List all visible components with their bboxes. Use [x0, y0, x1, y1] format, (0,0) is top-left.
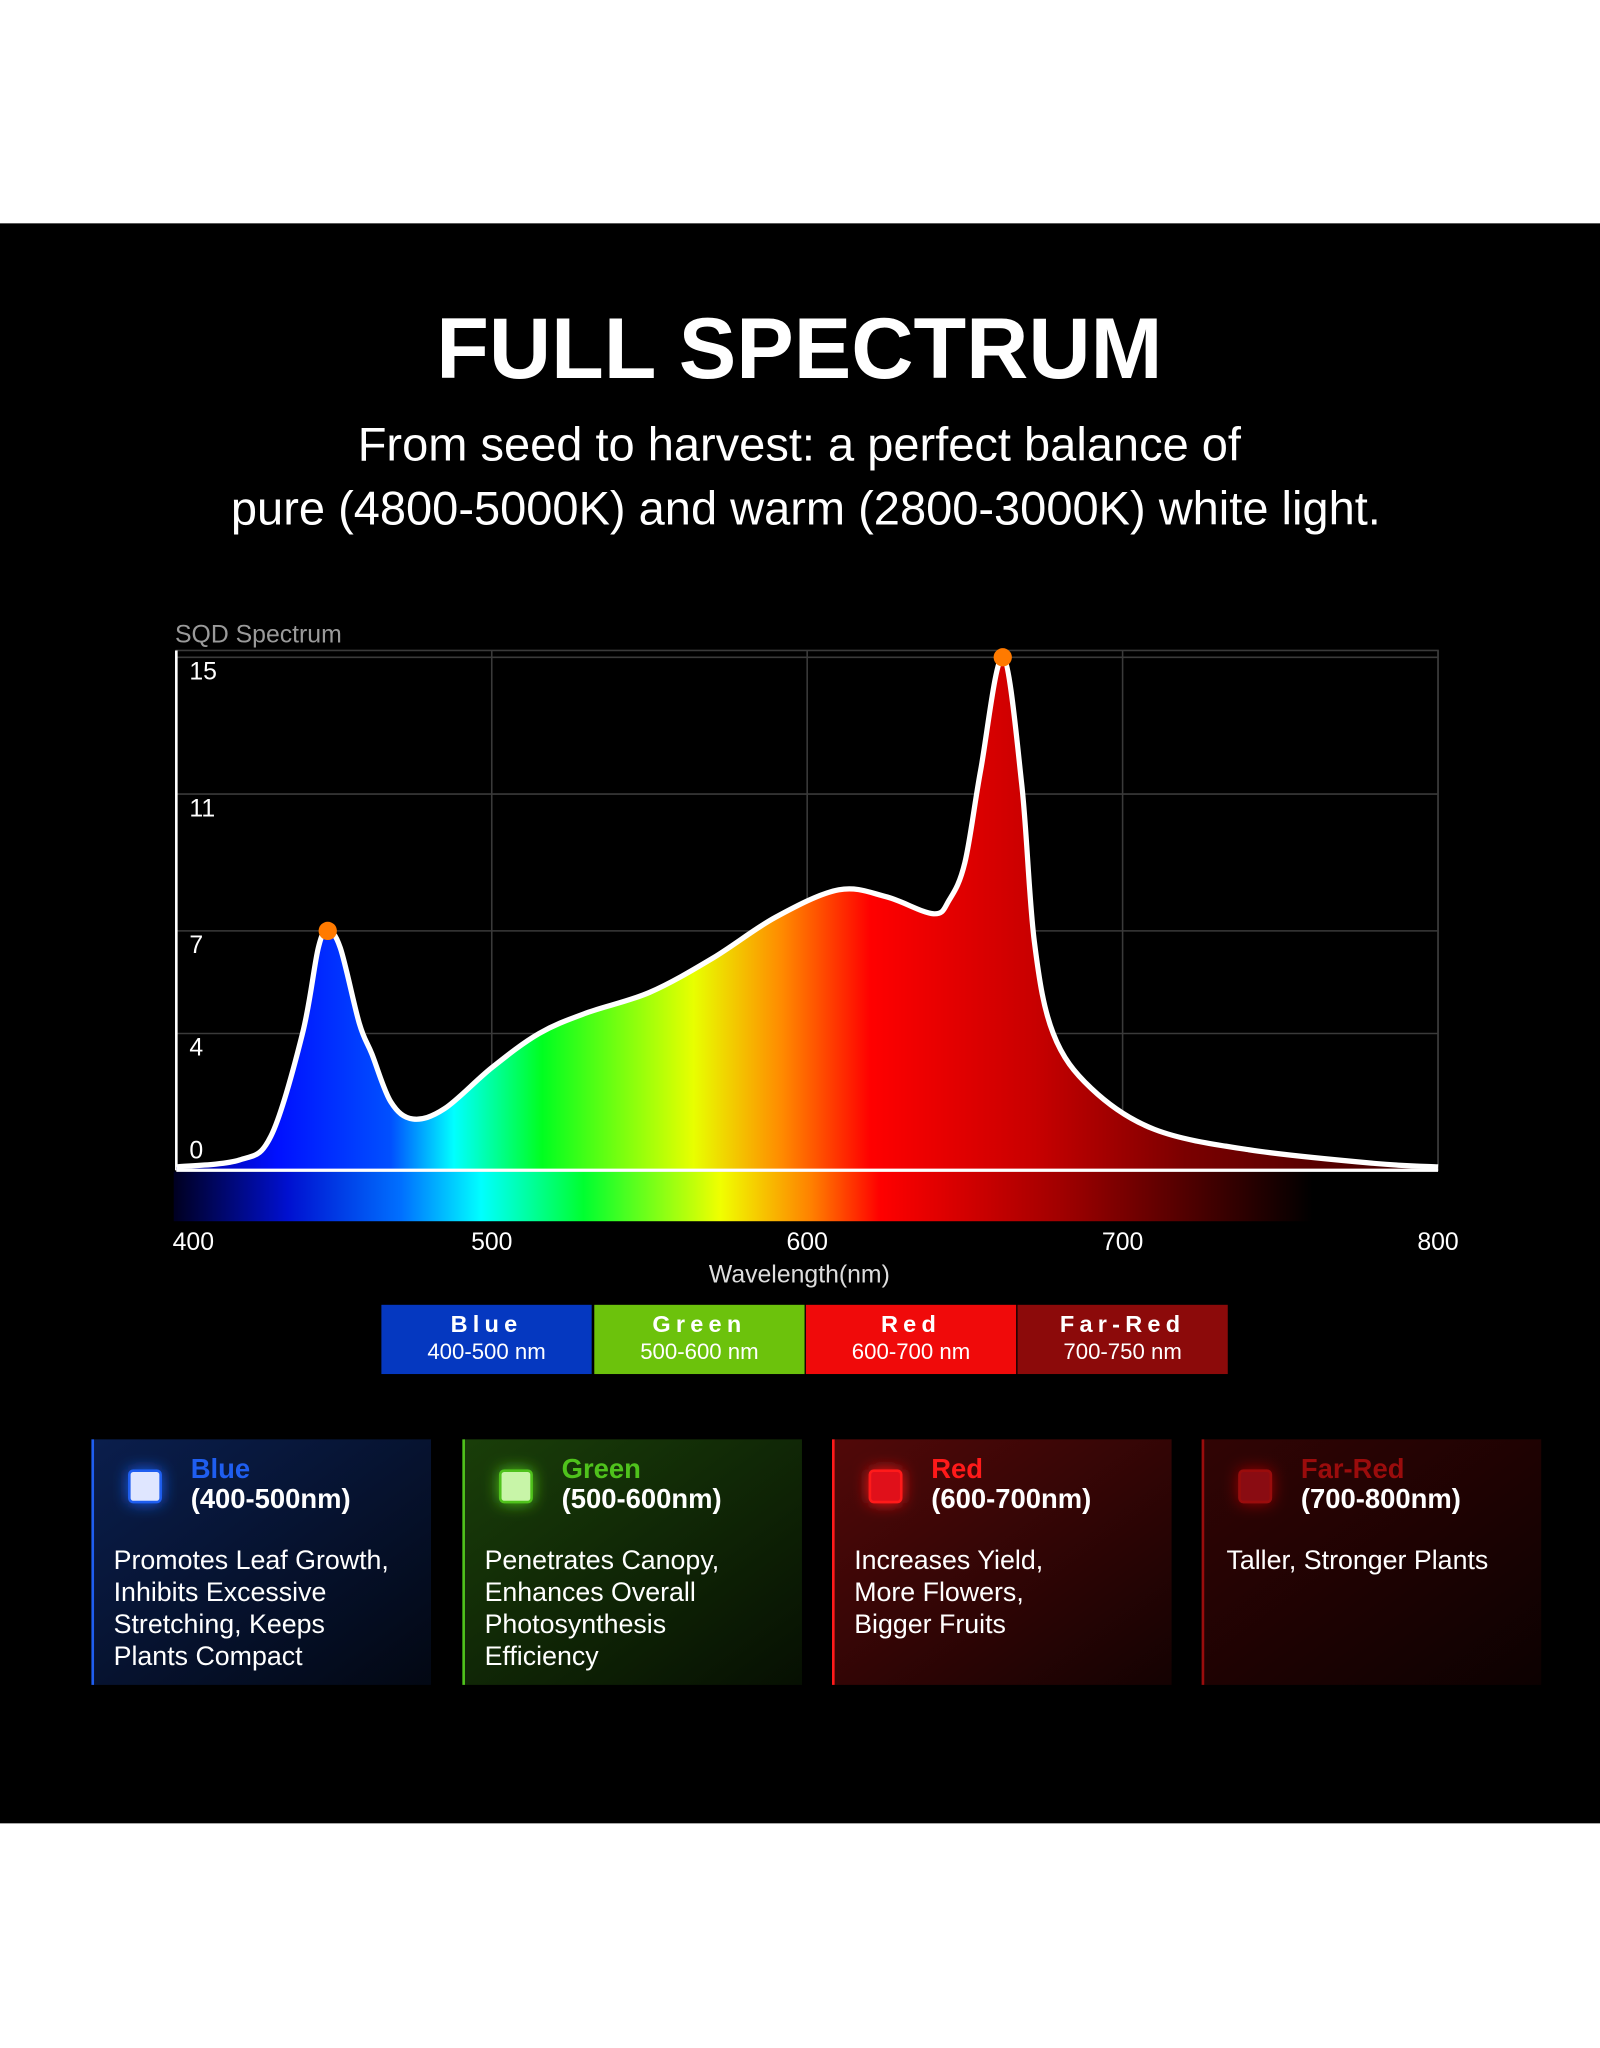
card-description: Stretching, Keeps [114, 1609, 325, 1639]
card-description: Increases Yield, [854, 1545, 1043, 1575]
chart-title: SQD Spectrum [175, 622, 342, 649]
band-range: 500-600 nm [640, 1339, 758, 1364]
card-name: Red [931, 1453, 983, 1484]
icon [1238, 1469, 1273, 1504]
band-range: 400-500 nm [427, 1339, 545, 1364]
card-description: Inhibits Excessive [114, 1577, 327, 1607]
x-tick-label: 700 [1102, 1229, 1143, 1256]
y-tick-label: 4 [189, 1035, 203, 1062]
icon [498, 1469, 533, 1504]
spectrum-area [176, 657, 1439, 1171]
band-box [1017, 1304, 1228, 1375]
x-tick-label: 400 [173, 1229, 214, 1256]
y-tick-label: 11 [189, 795, 215, 822]
band-name: Blue [451, 1311, 523, 1337]
subtitle: From seed to harvest: a perfect balance … [358, 417, 1242, 470]
x-tick-label: 600 [786, 1229, 827, 1256]
band-box [381, 1304, 592, 1375]
card-name: Blue [191, 1453, 250, 1484]
band-name: Red [881, 1311, 941, 1337]
y-tick-label: 15 [189, 659, 217, 686]
band-range: 600-700 nm [852, 1339, 970, 1364]
card-description: Penetrates Canopy, [485, 1545, 720, 1575]
card-description: Promotes Leaf Growth, [114, 1545, 389, 1575]
card-description: More Flowers, [854, 1577, 1024, 1607]
card-description: Enhances Overall [485, 1577, 696, 1607]
x-tick-label: 800 [1417, 1229, 1458, 1256]
card-description: Photosynthesis [485, 1609, 667, 1639]
band-box [594, 1304, 805, 1375]
x-tick-label: 500 [471, 1229, 512, 1256]
card-description: Efficiency [485, 1641, 600, 1671]
card-range: (700-800nm) [1301, 1483, 1461, 1514]
card-description: Plants Compact [114, 1641, 303, 1671]
card-range: (600-700nm) [931, 1483, 1091, 1514]
icon [868, 1469, 903, 1504]
subtitle: pure (4800-5000K) and warm (2800-3000K) … [231, 481, 1381, 534]
card-name: Far-Red [1301, 1453, 1405, 1484]
band-name: Green [652, 1311, 746, 1337]
band-box [805, 1304, 1017, 1375]
x-axis-label: Wavelength(nm) [709, 1262, 890, 1289]
card-name: Green [562, 1453, 641, 1484]
y-tick-label: 0 [189, 1138, 203, 1165]
page-title: FULL SPECTRUM [436, 301, 1162, 397]
band-range: 700-750 nm [1063, 1339, 1181, 1364]
card-range: (400-500nm) [191, 1483, 351, 1514]
band-name: Far-Red [1060, 1311, 1185, 1337]
spectrum-band [173, 1171, 1313, 1222]
card-description: Taller, Stronger Plants [1226, 1545, 1488, 1575]
peak-marker [993, 648, 1012, 667]
y-tick-label: 7 [189, 932, 203, 959]
card-range: (500-600nm) [562, 1483, 722, 1514]
icon [127, 1469, 162, 1504]
card-description: Bigger Fruits [854, 1609, 1006, 1639]
peak-marker [318, 921, 337, 941]
